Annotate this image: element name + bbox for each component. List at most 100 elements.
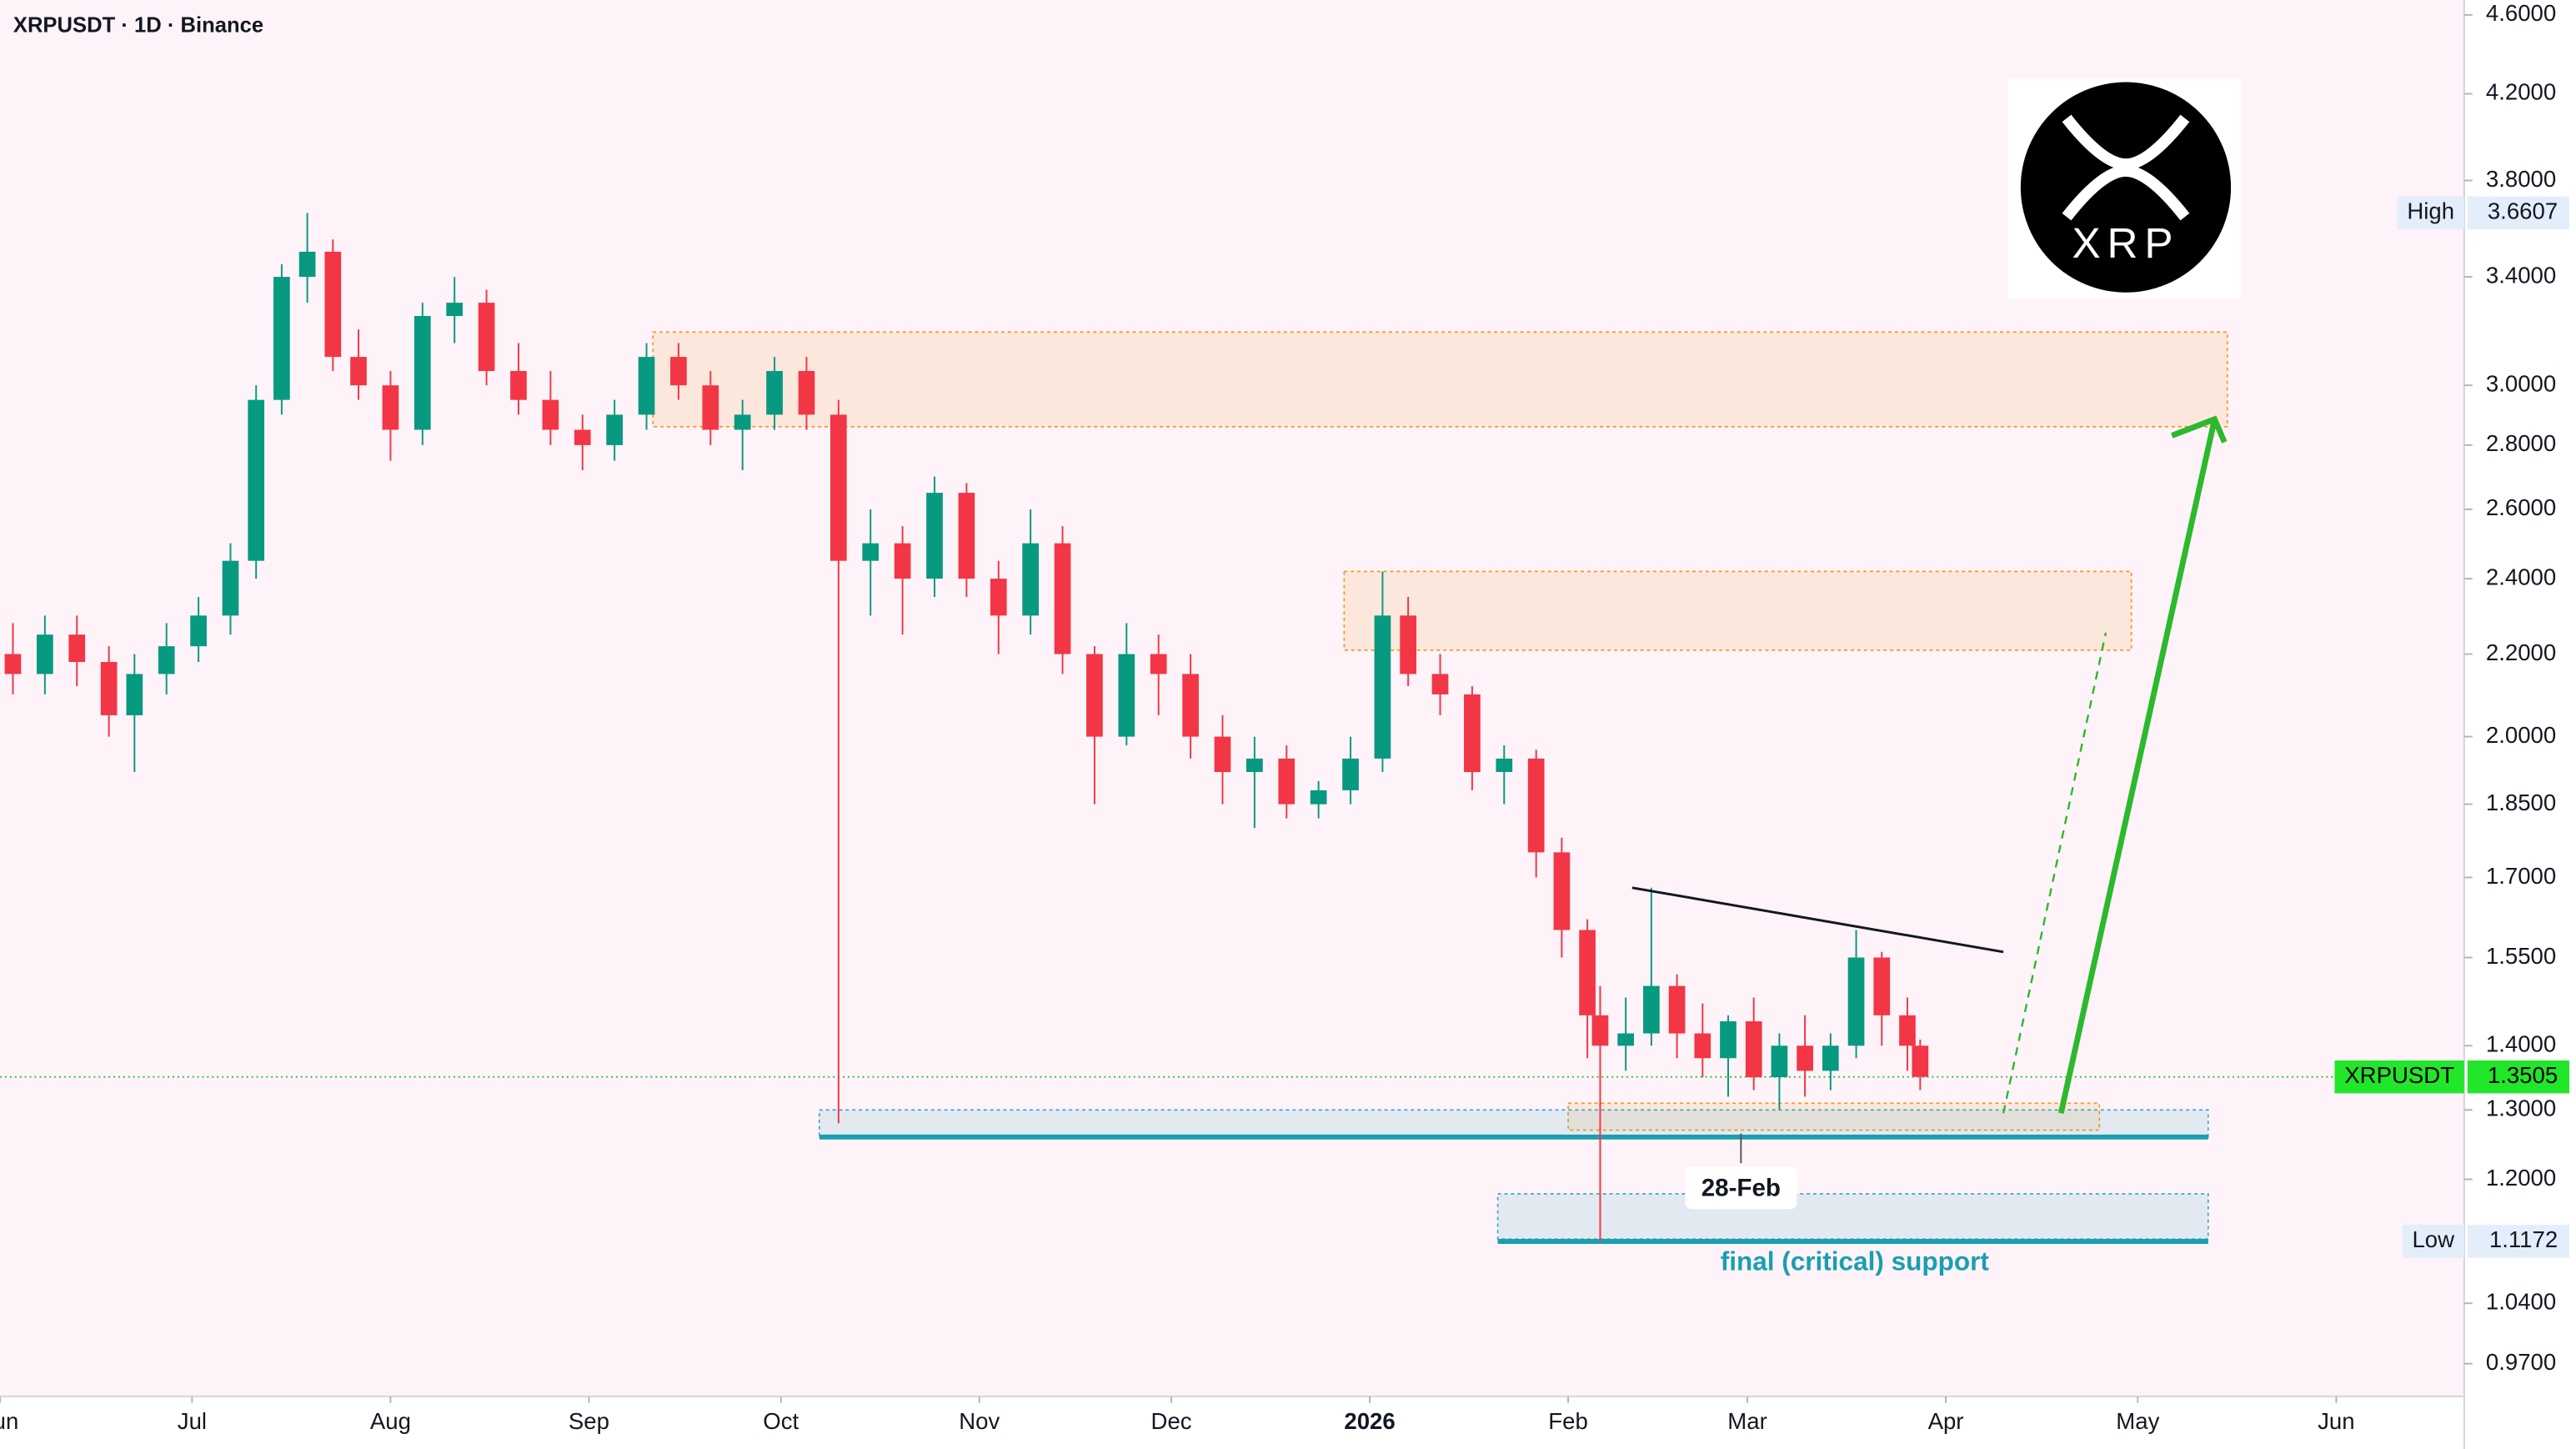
candle-body [4, 654, 22, 674]
x-tick-label: Oct [763, 1408, 799, 1434]
candle-body [1431, 674, 1449, 694]
y-tick-label: 1.3000 [2486, 1096, 2556, 1121]
candle-body [1246, 758, 1263, 773]
candle-body [100, 662, 118, 715]
candle-body [1527, 758, 1545, 853]
price-tag-value: 3.6607 [2488, 198, 2558, 224]
price-tag-bg [2467, 1060, 2570, 1094]
candle-body [766, 370, 783, 415]
candle-body [1668, 985, 1686, 1034]
y-tick-label: 4.6000 [2486, 0, 2556, 26]
y-tick-label: 3.0000 [2486, 370, 2556, 396]
candle-body [862, 543, 880, 561]
candle-body [413, 315, 431, 430]
y-tick-label: 2.0000 [2486, 722, 2556, 748]
x-tick-label: Nov [959, 1408, 1000, 1434]
candle-body [1310, 790, 1327, 805]
logo: XRP [2007, 78, 2241, 299]
x-tick-label: Apr [1928, 1408, 1964, 1434]
candle-body [1912, 1045, 1929, 1077]
candle-body [702, 385, 719, 430]
x-tick-label: Sep [569, 1408, 609, 1434]
candle-body [1617, 1033, 1635, 1046]
candle-body [1771, 1045, 1788, 1078]
candle-body [1400, 615, 1416, 674]
candle-body [1694, 1033, 1711, 1059]
y-tick-label: 0.9700 [2486, 1349, 2556, 1375]
date-marker-bg [1685, 1166, 1797, 1210]
candle-body [670, 357, 687, 386]
y-tick-label: 1.4000 [2486, 1031, 2556, 1057]
zone [652, 331, 2228, 428]
trendline [1631, 886, 2004, 954]
candle-body [926, 493, 943, 579]
y-tick-label: 1.2000 [2486, 1165, 2556, 1191]
arrow-head [2171, 415, 2228, 444]
price-tag-label: High [2407, 198, 2454, 224]
x-tick-label: Jun [2318, 1408, 2354, 1434]
x-tick-label: Aug [370, 1408, 411, 1434]
candle-body [1553, 852, 1571, 930]
y-tick-label: 2.6000 [2486, 494, 2556, 520]
zone [1343, 570, 2132, 651]
y-tick-label: 2.8000 [2486, 430, 2556, 456]
candle-body [990, 579, 1007, 616]
candle-body [1278, 758, 1296, 805]
candle-body [478, 303, 495, 371]
candle-body [1797, 1045, 1813, 1071]
candle-body [273, 277, 290, 400]
projection-arrow [2057, 419, 2218, 1115]
x-tick-label: Dec [1151, 1408, 1192, 1434]
price-tag-label: Low [2412, 1226, 2454, 1252]
candle-body [958, 493, 975, 579]
candle-body [126, 674, 143, 715]
candle-body [1118, 654, 1135, 737]
candle-body [1591, 1015, 1609, 1046]
logo-mark [2062, 114, 2190, 221]
candle-body [1086, 654, 1103, 737]
candle-body [606, 414, 623, 445]
y-tick-label: 2.2000 [2486, 639, 2556, 665]
y-tick-label: 1.0400 [2486, 1288, 2556, 1314]
candle-body [574, 429, 591, 445]
logo-text: XRP [2072, 219, 2179, 267]
x-tick-label: Jul [178, 1408, 207, 1434]
candle-body [734, 414, 751, 430]
candle-body [894, 543, 911, 579]
price-tag-value: 1.1172 [2489, 1226, 2558, 1252]
candle-body [1496, 758, 1513, 773]
candle-body [798, 370, 815, 415]
price-tag-bg [2467, 196, 2570, 230]
candle-body [1054, 543, 1071, 654]
zone [819, 1109, 2209, 1138]
candle-body [1182, 674, 1199, 737]
price-tag-label-bg [2402, 1225, 2464, 1258]
candle-body [446, 303, 464, 316]
zone [1567, 1102, 2101, 1131]
candle-body [350, 357, 367, 386]
y-tick-label: 3.8000 [2486, 166, 2556, 192]
chart-title: XRPUSDT · 1D · Binance [13, 13, 263, 37]
support-annotation: final (critical) support [1721, 1246, 1990, 1276]
y-tick-label: 3.4000 [2486, 262, 2556, 288]
candle-body [1579, 930, 1596, 1015]
candle-body [1150, 654, 1167, 674]
candle-body [829, 414, 847, 561]
candle-body [1342, 758, 1359, 790]
candle-body [1643, 985, 1660, 1034]
x-tick-label: May [2116, 1408, 2159, 1434]
candle-body [298, 251, 316, 278]
candle-body [158, 646, 175, 674]
candle-body [68, 634, 86, 663]
date-marker-label: 28-Feb [1701, 1174, 1781, 1201]
price-tag-label-bg [2334, 1060, 2464, 1094]
zone [1496, 1193, 2209, 1240]
candle-body [1745, 1020, 1762, 1078]
x-tick-label: Jun [0, 1408, 18, 1434]
candle-body [1022, 543, 1040, 616]
price-tag-label: XRPUSDT [2344, 1062, 2454, 1088]
y-tick-label: 2.4000 [2486, 564, 2556, 589]
y-tick-label: 1.8500 [2486, 790, 2556, 815]
x-tick-label: 2026 [1344, 1408, 1395, 1434]
